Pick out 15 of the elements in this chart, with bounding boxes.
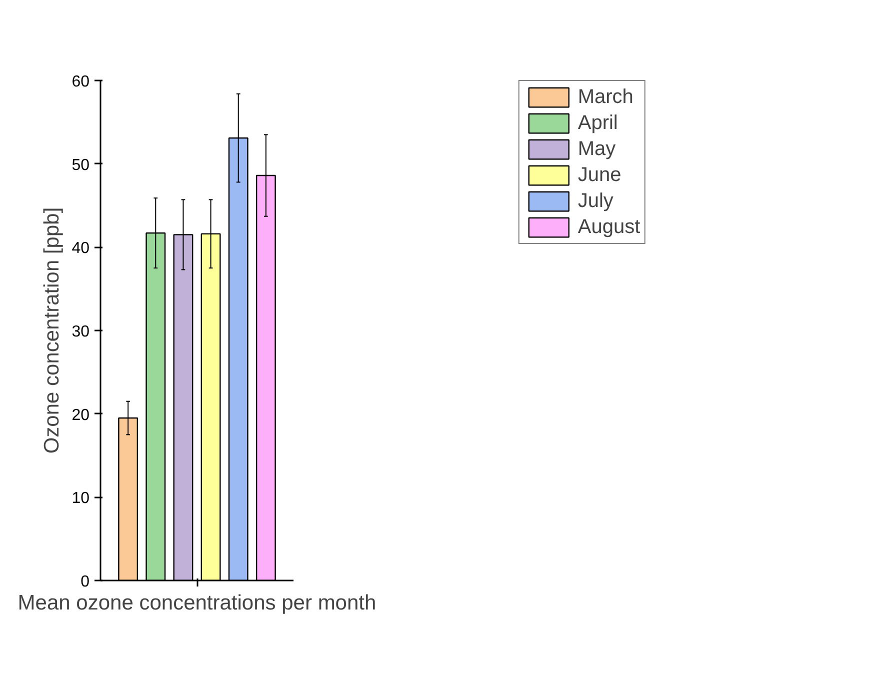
- x-axis-title: Mean ozone concentrations per month: [18, 592, 376, 614]
- legend-label: August: [578, 216, 640, 238]
- legend-label: March: [578, 86, 634, 108]
- y-tick-label: 10: [72, 490, 90, 508]
- y-tick-label: 50: [72, 156, 90, 174]
- legend-label: June: [578, 164, 622, 186]
- legend-label: July: [578, 190, 614, 212]
- y-tick-label: 60: [72, 74, 90, 90]
- y-tick-label: 30: [72, 324, 90, 340]
- y-tick-label: 0: [80, 574, 90, 590]
- y-tick-label: 40: [72, 240, 90, 258]
- y-tick-label: 20: [72, 406, 90, 424]
- y-axis-title: Ozone concentration [ppb]: [40, 207, 64, 454]
- legend-label: May: [578, 138, 616, 160]
- legend-label: April: [578, 112, 618, 134]
